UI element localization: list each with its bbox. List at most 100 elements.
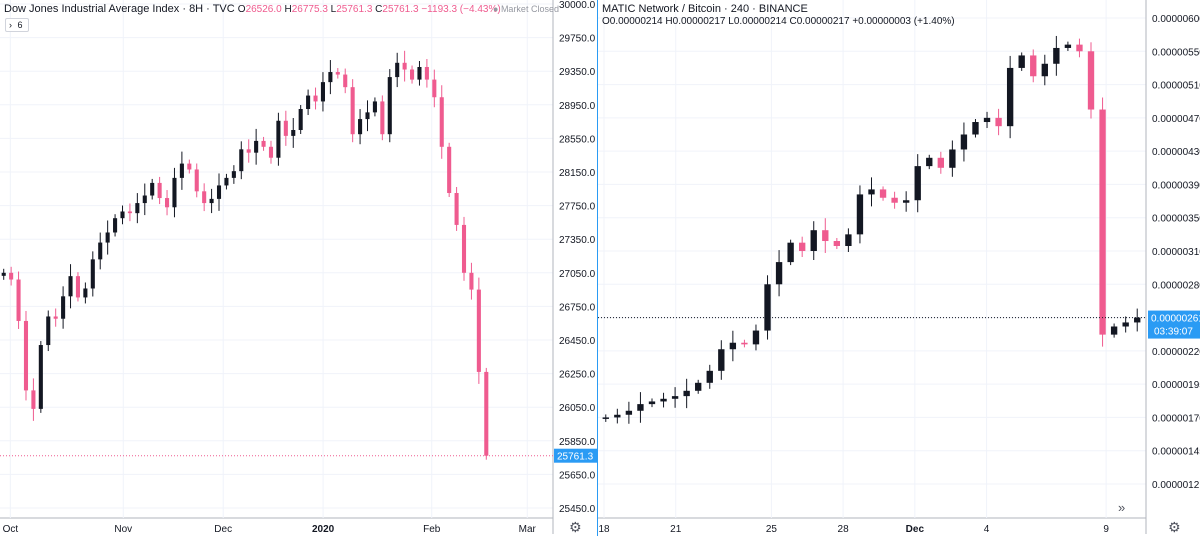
dow-candle-body [358, 119, 363, 135]
matic-candle-body [1053, 47, 1060, 64]
dow-candle-body [9, 272, 14, 280]
matic-candle-body [752, 330, 760, 345]
dow-candle-body [365, 112, 370, 120]
matic-y-tick-label: 0.00000195 [1152, 380, 1200, 391]
matic-x-tick-label: 18 [598, 524, 610, 535]
dow-y-tick-label: 27750.0 [559, 202, 596, 213]
matic-candle-body [972, 122, 979, 135]
dow-jones-legend: Dow Jones Industrial Average Index · 8H … [4, 3, 501, 15]
matic-last-price-tag [1148, 310, 1200, 339]
market-status-text: Market Closed [500, 4, 559, 14]
dow-candle-body [350, 87, 355, 135]
matic-candle-body [1064, 44, 1072, 48]
dow-x-tick-label: 2020 [312, 524, 335, 535]
dow-candle-body [469, 272, 474, 290]
dow-candle-body [313, 95, 318, 102]
matic-close-value: 0.00000217 [796, 16, 850, 27]
matic-btc-chart-panel[interactable]: 0.00000600 0.00000550 0.00000510 0.00000470… [597, 0, 1200, 536]
collapse-indicators-button[interactable]: › 6 [5, 18, 29, 32]
matic-btc-chart-canvas[interactable]: 0.00000600 0.00000550 0.00000510 0.00000470… [598, 0, 1200, 536]
gear-icon[interactable]: ⚙ [1168, 519, 1181, 535]
dow-candle-body [179, 163, 184, 178]
gear-icon[interactable]: ⚙ [569, 519, 582, 535]
matic-candle-body [810, 230, 817, 251]
matic-y-tick-label: 0.00000510 [1152, 81, 1200, 92]
matic-x-tick-label: 28 [838, 524, 850, 535]
dow-x-tick-label: Oct [3, 524, 19, 535]
matic-candle-body [960, 134, 968, 150]
dow-jones-low-label: L [330, 4, 337, 15]
dow-candle-body [291, 130, 296, 136]
matic-candle-body [1087, 51, 1095, 110]
dow-jones-low-value: 25761.3 [336, 4, 373, 15]
matic-candle-body [625, 410, 633, 415]
matic-candle-body [1006, 67, 1014, 127]
dow-y-tick-label: 26450.0 [559, 336, 596, 347]
matic-btc-title: MATIC Network / Bitcoin · 240 · BINANCE [602, 3, 808, 15]
dow-candle-body [447, 146, 452, 193]
dow-jones-chart-canvas[interactable]: 30000.0 29750.0 29350.0 28950.0 28550.0 28150… [0, 0, 597, 536]
matic-y-tick-label: 0.00000600 [1152, 14, 1200, 25]
matic-candle-body [718, 349, 725, 371]
matic-high-value: 0.00000217 [672, 16, 726, 27]
matic-y-tick-label: 0.00000550 [1152, 47, 1200, 58]
matic-y-tick-label: 0.00000350 [1152, 214, 1200, 225]
dow-candle-body [424, 67, 429, 80]
matic-candle-body [1018, 55, 1025, 68]
matic-candle-body [637, 404, 644, 411]
market-status: ● Market Closed [493, 4, 559, 14]
matic-candle-body [995, 117, 1002, 127]
dow-candle-body [53, 316, 58, 319]
dow-candle-body [194, 169, 199, 192]
matic-change: +0.00000003 (+1.40%) [852, 16, 955, 27]
matic-candle-body [879, 189, 887, 198]
matic-candle-body [926, 157, 933, 167]
dow-y-tick-label: 29750.0 [559, 34, 596, 45]
dow-y-tick-label: 29350.0 [559, 67, 596, 78]
dow-candle-body [224, 177, 229, 186]
matic-y-tick-label: 0.00000145 [1152, 447, 1200, 458]
matic-candle-body [856, 194, 864, 235]
dow-jones-chart-panel[interactable]: 30000.0 29750.0 29350.0 28950.0 28550.0 28150… [0, 0, 597, 536]
dow-candle-body [246, 149, 251, 153]
matic-candle-body [891, 197, 898, 203]
dow-candle-body [90, 259, 95, 289]
dow-candle-body [209, 198, 214, 204]
matic-btc-legend: MATIC Network / Bitcoin · 240 · BINANCE … [602, 3, 955, 27]
dow-y-tick-label: 25450.0 [559, 504, 596, 515]
dow-candle-body [165, 198, 170, 208]
matic-y-tick-label: 0.00000280 [1152, 280, 1200, 291]
dow-candle-body [461, 224, 467, 273]
dow-jones-change: −1193.3 (−4.43%) [421, 4, 501, 15]
dow-candle-body [135, 203, 140, 214]
dow-candle-body [1, 272, 6, 276]
dow-jones-high-label: H [284, 4, 292, 15]
dow-y-tick-label: 26050.0 [559, 403, 596, 414]
dow-candle-body [61, 296, 66, 319]
dow-candle-body [83, 288, 88, 298]
matic-candle-body [775, 262, 783, 285]
dow-candle-body [402, 62, 407, 70]
matic-candle-body [614, 414, 621, 418]
dow-candle-body [216, 185, 222, 199]
dow-candle-body [276, 120, 281, 158]
dow-last-price-label: 25761.3 [557, 452, 594, 463]
dow-candle-body [395, 62, 400, 78]
scroll-to-latest-icon[interactable]: » [1118, 500, 1126, 515]
matic-candle-body [1134, 317, 1141, 323]
matic-candle-body [937, 157, 944, 168]
matic-candle-body [1099, 109, 1106, 335]
dow-candle-body [283, 120, 288, 136]
matic-candle-body [1041, 63, 1048, 77]
matic-open-value: 0.00000214 [609, 16, 663, 27]
matic-low-value: 0.00000214 [733, 16, 787, 27]
dow-candle-body [105, 232, 110, 243]
dow-candle-body [417, 67, 422, 80]
dow-jones-title: Dow Jones Industrial Average Index · 8H … [4, 3, 235, 15]
dow-candle-body [127, 211, 132, 214]
dow-x-tick-label: Feb [423, 524, 441, 535]
dow-candle-body [439, 97, 444, 147]
matic-candle-body [741, 342, 748, 345]
matic-candle-body [602, 417, 609, 419]
matic-y-tick-label: 0.00000310 [1152, 247, 1200, 258]
